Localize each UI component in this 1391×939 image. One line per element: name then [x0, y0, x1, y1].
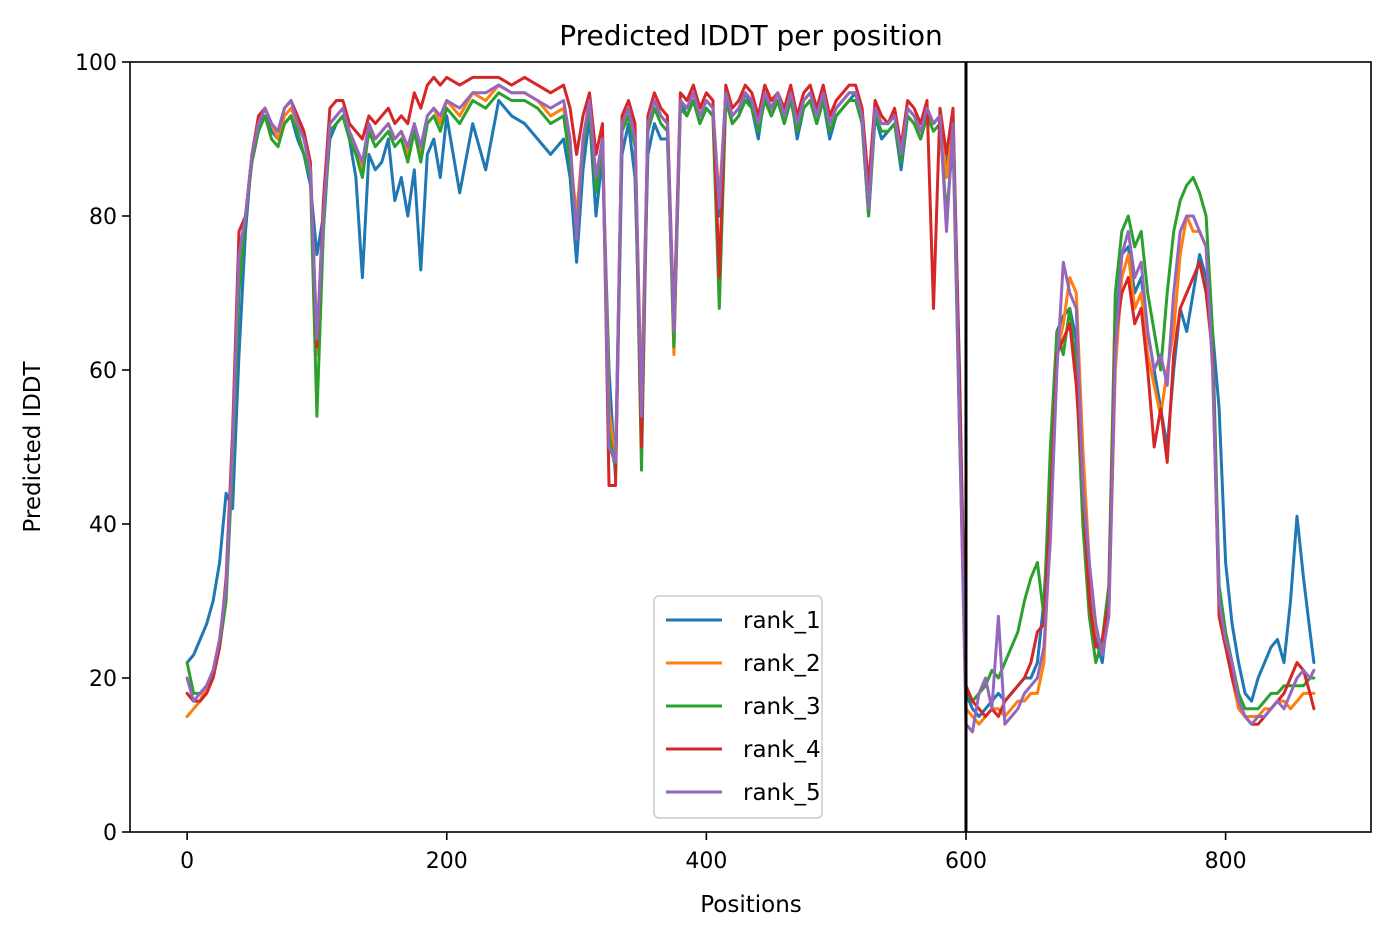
y-tick-label: 60 — [89, 359, 117, 384]
y-axis-title: Predicted lDDT — [20, 360, 46, 532]
y-tick-label: 0 — [103, 821, 117, 846]
x-axis-ticks: 0 200 400 600 800 — [180, 832, 1247, 874]
x-tick-label: 600 — [945, 849, 987, 874]
legend-label-rank_2: rank_2 — [743, 651, 821, 677]
legend-box — [653, 595, 823, 819]
series-layer — [185, 75, 1316, 734]
series-line-rank_5 — [185, 83, 1316, 734]
y-tick-label: 20 — [89, 667, 117, 692]
legend-label-rank_5: rank_5 — [743, 780, 821, 806]
x-tick-label: 200 — [426, 849, 468, 874]
y-tick-label: 80 — [89, 205, 117, 230]
plot-frame — [129, 61, 1372, 833]
legend-label-rank_4: rank_4 — [743, 737, 821, 763]
legend-label-rank_1: rank_1 — [743, 608, 821, 634]
series-line-rank_3 — [185, 91, 1316, 711]
y-tick-label: 100 — [75, 51, 117, 76]
x-axis-title: Positions — [700, 892, 802, 918]
y-axis-ticks: 0 20 40 60 80 100 — [75, 51, 130, 846]
y-tick-label: 40 — [89, 513, 117, 538]
x-tick-label: 0 — [180, 849, 194, 874]
x-tick-label: 400 — [685, 849, 727, 874]
legend-label-rank_3: rank_3 — [743, 694, 821, 720]
x-tick-label: 800 — [1205, 849, 1247, 874]
legend: rank_1 rank_2 rank_3 rank_4 rank_5 — [653, 595, 823, 819]
chart-title: Predicted lDDT per position — [559, 19, 943, 52]
